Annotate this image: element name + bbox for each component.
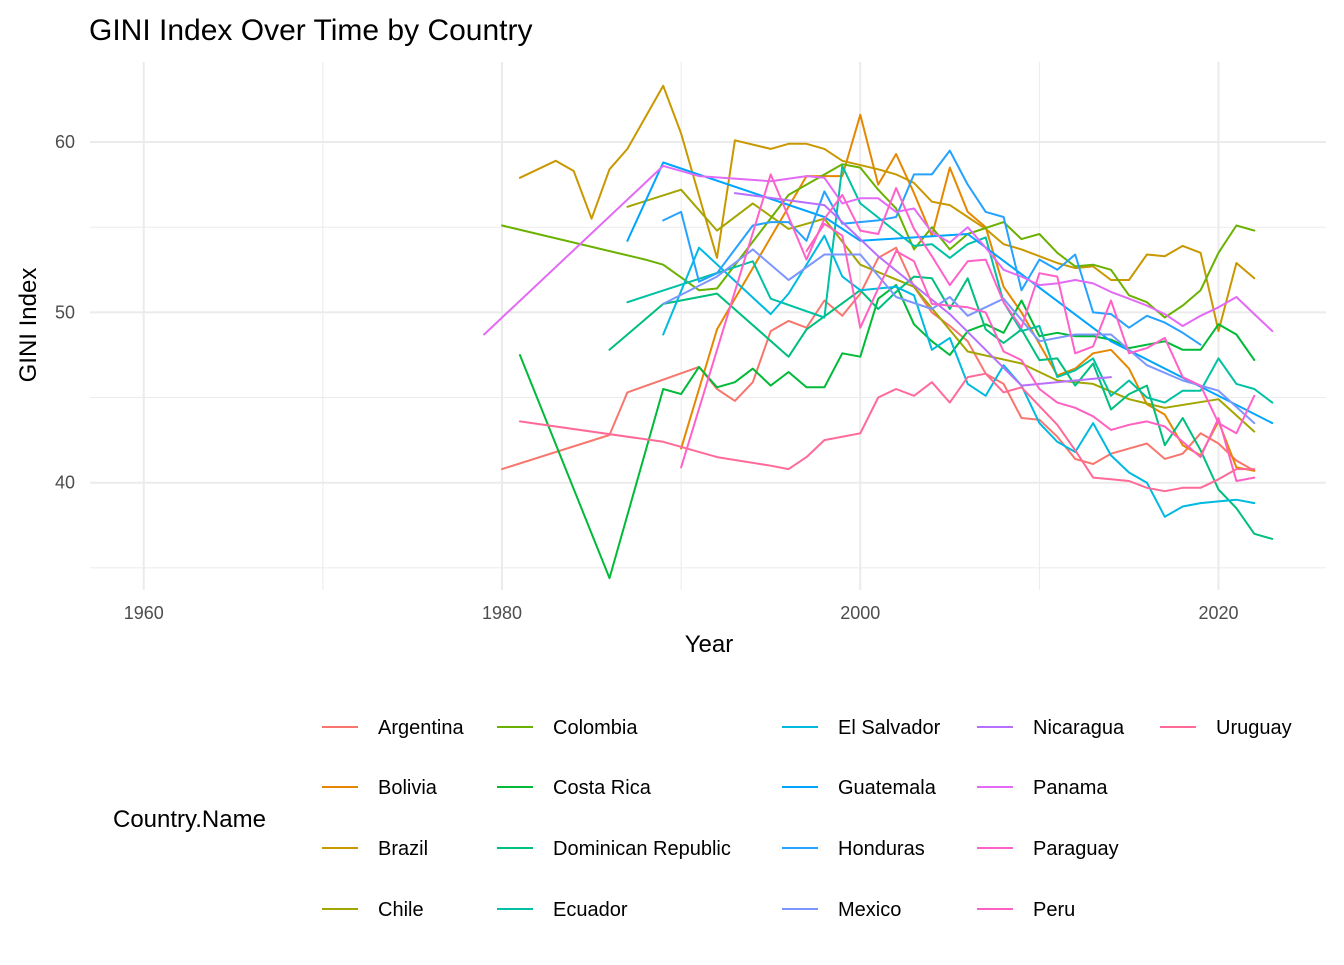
series-line-ecuador (626, 164, 1274, 404)
legend-label: Peru (1033, 899, 1075, 921)
legend-label: Mexico (838, 899, 901, 921)
series-line-colombia (501, 163, 1256, 319)
legend-item-panama: Panama (977, 777, 1108, 799)
series-line-panama (483, 164, 1274, 336)
legend-label: Honduras (838, 838, 925, 860)
legend-label: El Salvador (838, 717, 941, 739)
series-line-guatemala (626, 161, 1274, 425)
legend-item-colombia: Colombia (497, 717, 638, 739)
legend-item-paraguay: Paraguay (977, 838, 1119, 860)
legend-item-bolivia: Bolivia (322, 777, 438, 799)
legend-item-costa-rica: Costa Rica (497, 777, 652, 799)
legend-item-argentina: Argentina (322, 717, 464, 739)
legend-title: Country.Name (113, 806, 266, 833)
x-axis-title: Year (685, 631, 734, 658)
series-line-peru (805, 222, 1256, 482)
legend: Argentina Bolivia Brazil Chile Colombia Costa… (322, 717, 1292, 921)
legend-label: Guatemala (838, 777, 937, 799)
legend-label: Uruguay (1216, 717, 1292, 739)
legend-item-brazil: Brazil (322, 838, 428, 860)
x-tick-label: 2020 (1198, 603, 1238, 623)
legend-item-uruguay: Uruguay (1160, 717, 1292, 739)
x-tick-label: 1980 (482, 603, 522, 623)
legend-item-guatemala: Guatemala (782, 777, 937, 799)
legend-item-dominican-republic: Dominican Republic (497, 838, 731, 860)
tick-labels: 1960 1980 2000 2020 40 50 60 (55, 132, 1239, 623)
legend-item-el-salvador: El Salvador (782, 717, 941, 739)
y-tick-label: 50 (55, 302, 75, 322)
y-tick-label: 40 (55, 473, 75, 493)
legend-label: Colombia (553, 717, 638, 739)
chart-title: GINI Index Over Time by Country (89, 14, 532, 47)
series-line-el-salvador (662, 234, 1256, 518)
legend-label: Panama (1033, 777, 1108, 799)
legend-label: Chile (378, 899, 424, 921)
legend-item-peru: Peru (977, 899, 1075, 921)
legend-label: Argentina (378, 717, 464, 739)
legend-label: Nicaragua (1033, 717, 1125, 739)
series-line-argentina (501, 246, 1256, 472)
series-line-paraguay (680, 173, 1256, 469)
legend-label: Paraguay (1033, 838, 1119, 860)
series-line-chile (626, 188, 1256, 433)
y-tick-label: 60 (55, 132, 75, 152)
legend-item-mexico: Mexico (782, 899, 901, 921)
series-line-brazil (518, 84, 1256, 333)
legend-item-ecuador: Ecuador (497, 899, 628, 921)
legend-label: Costa Rica (553, 777, 652, 799)
legend-label: Bolivia (378, 777, 438, 799)
series-layer (483, 84, 1274, 580)
series-line-costa-rica (518, 284, 1256, 580)
legend-item-chile: Chile (322, 899, 424, 921)
x-tick-label: 1960 (124, 603, 164, 623)
legend-item-nicaragua: Nicaragua (977, 717, 1125, 739)
y-axis-title: GINI Index (15, 268, 42, 383)
series-line-uruguay (518, 372, 1256, 493)
x-tick-label: 2000 (840, 603, 880, 623)
legend-item-honduras: Honduras (782, 838, 925, 860)
legend-label: Dominican Republic (553, 838, 731, 860)
legend-label: Brazil (378, 838, 428, 860)
legend-label: Ecuador (553, 899, 628, 921)
